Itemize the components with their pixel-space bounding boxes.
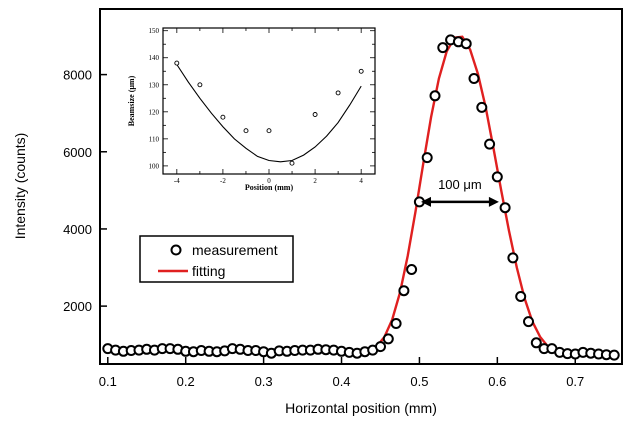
main-x-tick-label: 0.4 (332, 374, 350, 389)
main-x-tick-labels: 0.1 0.2 0.3 0.4 0.5 0.6 0.7 (99, 374, 585, 389)
main-x-tick-label: 0.3 (255, 374, 273, 389)
inset-point (243, 128, 249, 134)
legend-frame (139, 235, 294, 283)
main-y-tick-label: 6000 (63, 145, 92, 160)
measurement-point (390, 318, 402, 329)
measurement-point (460, 38, 472, 50)
inset-x-tick-label: -2 (220, 177, 226, 185)
inset-point (335, 90, 341, 96)
inset-x-axis-label: Position (mm) (245, 183, 294, 192)
inset-y-tick-label: 150 (149, 27, 160, 35)
legend-measurement-marker (170, 244, 182, 256)
inset-point (220, 114, 226, 120)
measurement-point (406, 264, 418, 275)
inset-x-tick-label: 2 (313, 177, 317, 185)
fwhm-annotation: 100 μm (420, 177, 499, 207)
legend-fitting-label: fitting (192, 263, 225, 279)
fwhm-label: 100 μm (438, 177, 482, 192)
measurement-point (608, 349, 620, 361)
main-y-tick-labels: 2000 4000 6000 8000 (63, 68, 92, 315)
fitting-curve (353, 35, 615, 358)
fwhm-arrowhead-right (488, 196, 499, 207)
measurement-point (499, 202, 511, 214)
main-x-tick-label: 0.5 (410, 374, 428, 389)
inset-y-tick-labels: 100 110 120 130 140 150 (149, 27, 160, 170)
inset-y-tick-label: 120 (149, 108, 160, 116)
inset-markers (174, 60, 364, 166)
measurement-point (530, 337, 542, 349)
inset-point (174, 60, 180, 66)
inset-x-tick-label: 4 (359, 177, 363, 185)
inset-ticks (163, 28, 375, 174)
measurement-point (421, 152, 433, 164)
measurement-point (398, 285, 410, 297)
inset-point (289, 160, 295, 166)
main-y-axis-label: Intensity (counts) (12, 133, 28, 240)
inset-y-tick-label: 130 (149, 81, 160, 89)
legend-measurement-label: measurement (192, 242, 278, 258)
main-ticks (100, 73, 577, 364)
main-y-tick-label: 8000 (63, 68, 92, 83)
measurement-point (507, 252, 519, 264)
inset-point (358, 68, 364, 74)
measurement-point (382, 333, 394, 345)
measurement-point (484, 138, 496, 150)
main-x-tick-label: 0.6 (488, 374, 506, 389)
inset-x-tick-label: 0 (267, 177, 271, 185)
inset-fit-curve (176, 64, 362, 163)
measurement-point (491, 171, 503, 183)
measurement-markers (102, 34, 620, 361)
main-y-tick-label: 2000 (63, 299, 92, 314)
inset-plot-frame (162, 27, 376, 175)
inset-point (312, 112, 318, 117)
main-y-tick-label: 4000 (63, 222, 92, 237)
measurement-point (437, 42, 449, 54)
fwhm-arrowhead-left (420, 196, 431, 207)
main-x-axis-label: Horizontal position (mm) (285, 400, 437, 416)
measurement-point (429, 90, 441, 102)
measurement-point (476, 101, 488, 113)
main-x-tick-label: 0.2 (177, 374, 195, 389)
inset-x-tick-label: -4 (174, 177, 180, 185)
measurement-point (515, 291, 527, 302)
inset-chart: -4 -2 0 2 4 100 110 120 130 140 150 Position (mm)… (127, 27, 376, 192)
measurement-point (523, 316, 534, 328)
main-x-tick-label: 0.1 (99, 374, 117, 389)
measurement-point (375, 341, 386, 353)
inset-y-tick-label: 100 (149, 162, 160, 170)
inset-x-tick-labels: -4 -2 0 2 4 (174, 177, 364, 185)
main-x-tick-label: 0.7 (566, 374, 584, 389)
inset-y-tick-label: 110 (149, 135, 160, 143)
main-plot-frame (99, 8, 623, 365)
inset-y-tick-label: 140 (149, 54, 160, 62)
inset-point (197, 82, 203, 88)
legend: measurement fitting (139, 235, 294, 283)
measurement-point (468, 73, 480, 84)
inset-point (266, 128, 272, 134)
inset-y-axis-label: Beamsize (μm) (127, 75, 136, 126)
